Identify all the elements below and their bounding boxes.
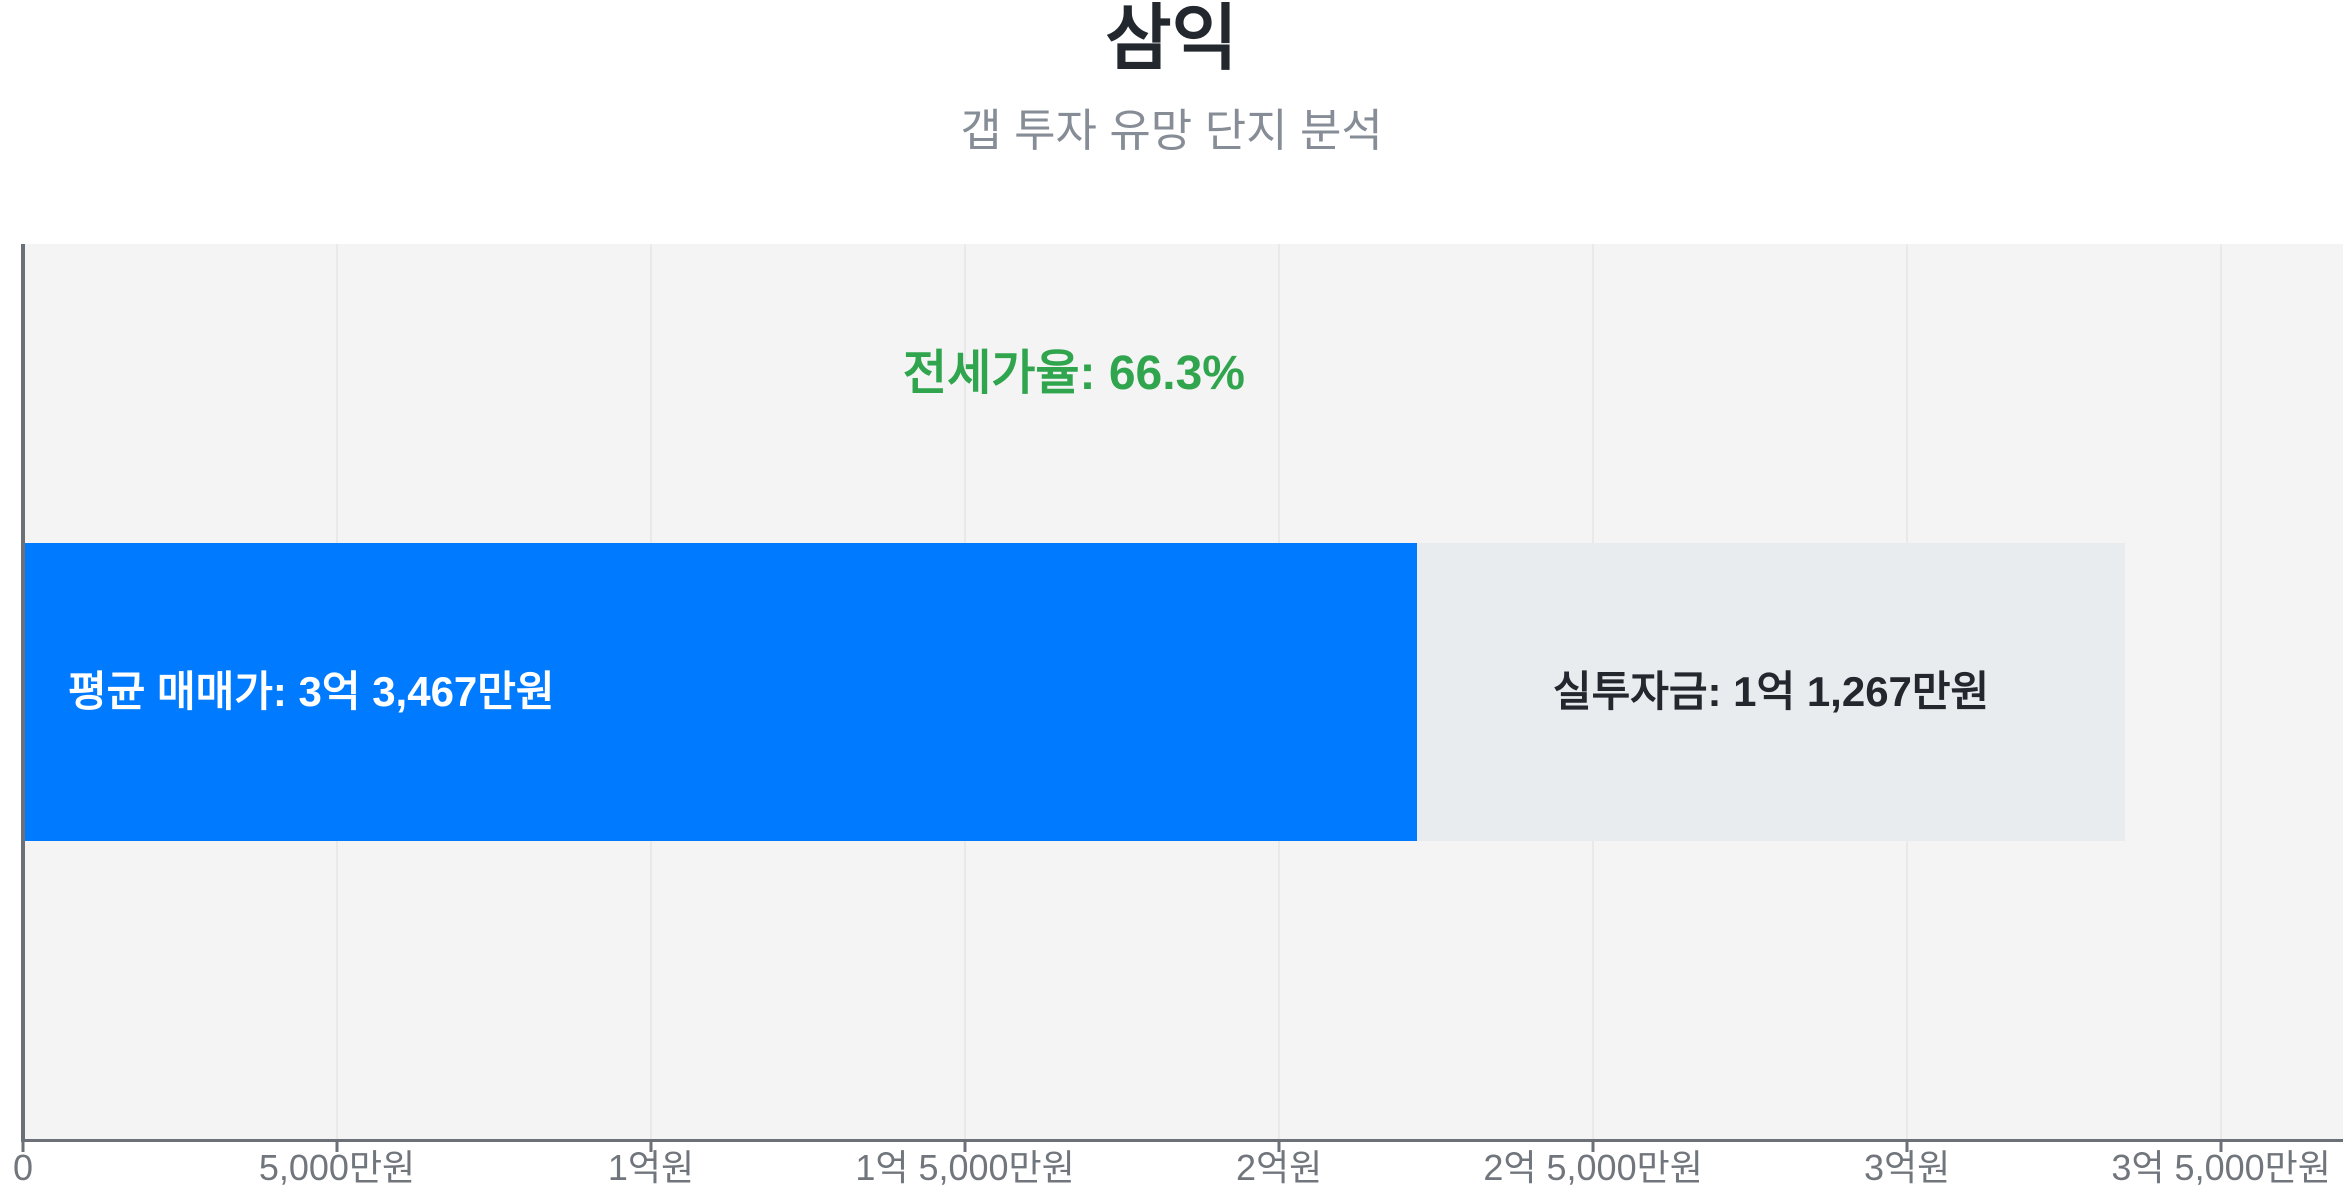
axis-tick-mark bbox=[1591, 1142, 1595, 1152]
bar-segment bbox=[23, 543, 1418, 841]
axis-tick-label: 2억 5,000만원 bbox=[1483, 1147, 1703, 1188]
bar-segment bbox=[1417, 543, 2125, 841]
y-axis-line bbox=[21, 244, 25, 1142]
axis-tick-label: 2억원 bbox=[1235, 1147, 1323, 1188]
grid-line bbox=[2220, 244, 2223, 1139]
axis-tick-mark bbox=[2219, 1142, 2223, 1152]
axis-tick-mark bbox=[21, 1142, 25, 1152]
plot-area: 전세가율: 66.3% 평균 매매가: 3억 3,467만원 실투자금: 1억 … bbox=[23, 244, 2343, 1139]
x-axis: 0 5,000만원 1억원 1억 5,000만원 2억원 2억 5,000만원 3억원 3억 … bbox=[13, 1139, 2343, 1200]
jeonse-ratio-annotation: 전세가율: 66.3% bbox=[902, 347, 1245, 400]
bar-label-avg-sale-price: 평균 매매가: 3억 3,467만원 bbox=[68, 668, 555, 715]
bar-label-net-investment: 실투자금: 1억 1,267만원 bbox=[1552, 668, 1990, 715]
axis-tick-label: 1억 5,000만원 bbox=[855, 1147, 1075, 1188]
axis-tick-label: 1억원 bbox=[607, 1147, 695, 1188]
axis-tick-mark bbox=[1905, 1142, 1909, 1152]
axis-tick-label: 5,000만원 bbox=[258, 1147, 416, 1188]
axis-tick-mark bbox=[963, 1142, 967, 1152]
axis-tick-label: 3억원 bbox=[1863, 1147, 1951, 1188]
axis-tick-label: 0 bbox=[12, 1147, 34, 1188]
axis-tick-label: 3억 5,000만원 bbox=[2111, 1147, 2331, 1188]
bar-row bbox=[23, 543, 2343, 841]
axis-tick-mark bbox=[649, 1142, 653, 1152]
chart-subtitle: 갭 투자 유망 단지 분석 bbox=[960, 105, 1383, 156]
chart-title: 삼익 bbox=[1105, 0, 1238, 79]
axis-tick-mark bbox=[335, 1142, 339, 1152]
x-axis-line bbox=[21, 1139, 2343, 1142]
axis-tick-mark bbox=[1277, 1142, 1281, 1152]
